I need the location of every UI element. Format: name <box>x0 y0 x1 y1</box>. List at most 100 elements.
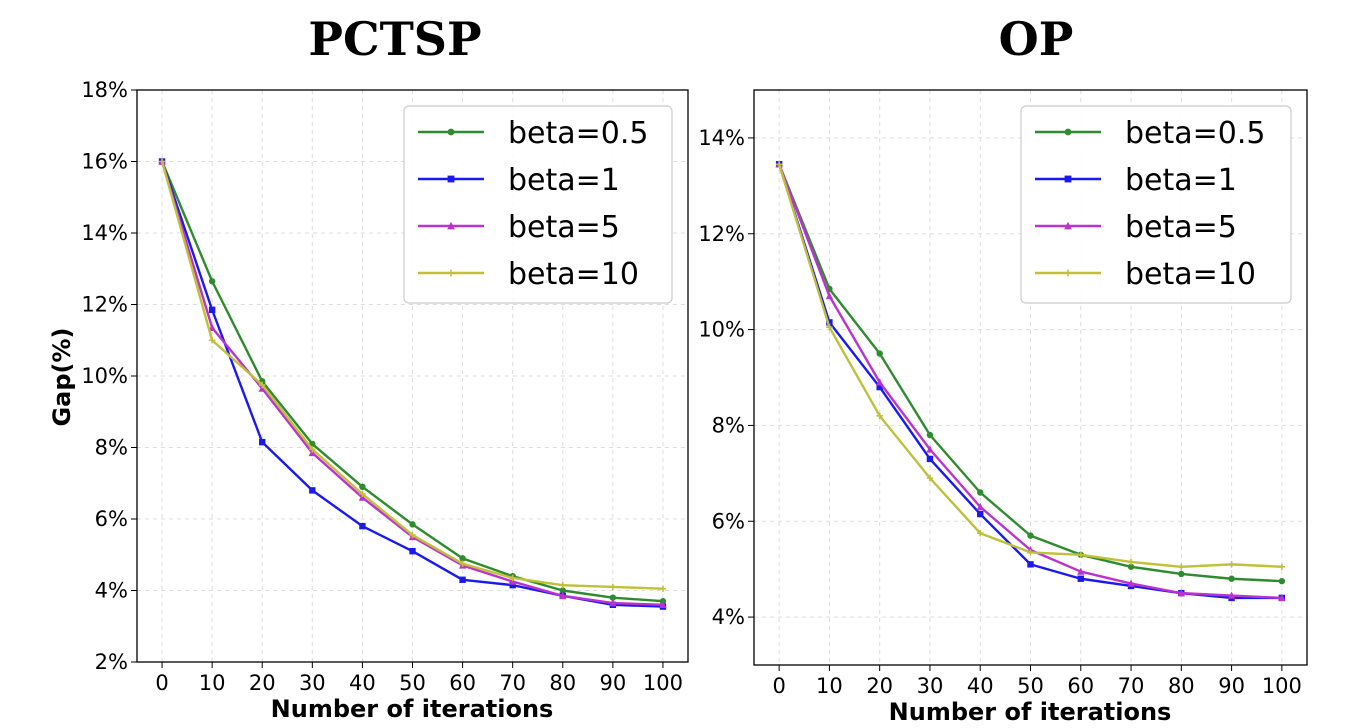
legend: beta=0.5 beta=1 beta=5 beta=10 <box>403 105 673 304</box>
data-point <box>826 319 833 326</box>
data-point <box>1227 591 1236 599</box>
legend-item: beta=10 <box>418 257 639 292</box>
data-point <box>1064 128 1072 136</box>
y-tick-label: 12% <box>81 293 128 317</box>
y-tick-label: 4% <box>712 605 745 629</box>
data-point <box>876 378 884 386</box>
data-point <box>1178 563 1185 570</box>
data-point <box>1228 561 1235 568</box>
x-tick-label: 0 <box>155 671 168 695</box>
legend-label: beta=1 <box>508 163 620 198</box>
x-axis-label: Number of iterations <box>271 695 554 723</box>
x-tick-label: 70 <box>499 671 526 695</box>
data-point <box>876 350 883 357</box>
legend-item: beta=10 <box>1035 257 1256 292</box>
data-point <box>1127 579 1135 587</box>
series-beta=10 <box>775 161 1286 570</box>
data-point <box>208 323 216 331</box>
y-tick-label: 10% <box>698 318 745 342</box>
data-point <box>1077 551 1084 558</box>
data-point <box>1077 575 1084 582</box>
y-tick-label: 16% <box>81 150 128 174</box>
data-point <box>609 594 617 601</box>
data-point <box>309 487 316 494</box>
legend-label: beta=10 <box>508 257 639 292</box>
legend-label: beta=5 <box>1125 210 1237 245</box>
x-tick-label: 50 <box>399 671 426 695</box>
data-point <box>359 522 366 530</box>
data-point <box>409 531 416 539</box>
data-point <box>609 599 617 607</box>
legend-item: beta=5 <box>1035 210 1237 245</box>
data-point <box>826 323 833 331</box>
data-point <box>926 445 934 453</box>
data-point <box>926 455 934 463</box>
chart-title: OP <box>999 12 1074 66</box>
x-tick-label: 40 <box>967 674 994 698</box>
data-point <box>359 490 366 498</box>
x-axis-label: Number of iterations <box>889 698 1172 726</box>
data-point <box>1127 558 1135 566</box>
chart-0: PCTSP 0 10 20 30 40 50 60 70 80 90 100 2% 4% 6% 8% 10% 12… <box>48 12 689 723</box>
y-tick-label: 10% <box>81 364 128 388</box>
y-tick-label: 8% <box>95 436 128 460</box>
legend-item: beta=0.5 <box>418 116 649 151</box>
data-point <box>447 128 455 136</box>
y-tick-label: 2% <box>95 650 128 674</box>
data-point <box>876 383 883 391</box>
x-tick-label: 100 <box>1262 674 1302 698</box>
y-tick-label: 8% <box>712 413 745 437</box>
x-tick-label: 30 <box>299 671 326 695</box>
y-axis-label: Gap(%) <box>48 327 76 426</box>
data-point <box>359 483 366 491</box>
data-point <box>1278 593 1286 602</box>
x-tick-label: 20 <box>866 674 893 698</box>
legend-label: beta=0.5 <box>508 116 649 151</box>
data-point <box>208 278 216 285</box>
chart-1: OP 0 10 20 30 40 50 60 70 80 90 100 4% 6% 8% 10% 12% 14% N… <box>698 12 1308 726</box>
data-point <box>1027 549 1034 556</box>
x-tick-label: 100 <box>643 671 683 695</box>
x-tick-label: 10 <box>816 674 843 698</box>
legend-label: beta=10 <box>1125 257 1256 292</box>
data-point <box>309 446 316 453</box>
data-point <box>208 337 216 344</box>
y-tick-label: 4% <box>95 579 128 603</box>
legend-box <box>1020 105 1292 304</box>
data-point <box>1027 532 1034 539</box>
x-tick-label: 40 <box>349 671 376 695</box>
data-point <box>459 560 466 567</box>
legend-item: beta=5 <box>418 210 620 245</box>
data-point <box>1178 570 1185 578</box>
y-tick-label: 14% <box>698 126 745 150</box>
data-point <box>509 574 516 582</box>
x-tick-label: 80 <box>549 671 576 695</box>
data-point <box>509 581 516 589</box>
data-point <box>559 591 567 600</box>
legend-box <box>403 105 673 304</box>
x-tick-label: 90 <box>1218 674 1245 698</box>
x-tick-label: 50 <box>1017 674 1044 698</box>
x-tick-label: 30 <box>917 674 944 698</box>
data-point <box>1064 175 1072 183</box>
legend-item: beta=0.5 <box>1035 116 1266 151</box>
x-tick-label: 60 <box>449 671 476 695</box>
data-point <box>926 431 934 439</box>
y-tick-label: 6% <box>712 509 745 533</box>
data-point <box>447 269 455 277</box>
series-beta=0.5 <box>775 161 1286 585</box>
data-point <box>876 412 883 420</box>
data-point <box>1027 561 1034 568</box>
data-point <box>1064 221 1072 230</box>
legend-item: beta=1 <box>418 163 620 198</box>
data-point <box>775 161 783 168</box>
y-tick-label: 18% <box>81 78 128 102</box>
legend-label: beta=0.5 <box>1125 116 1266 151</box>
data-point <box>447 175 455 183</box>
data-point <box>1278 577 1286 585</box>
legend-label: beta=1 <box>1125 163 1237 198</box>
data-point <box>259 438 266 446</box>
data-point <box>977 489 984 496</box>
data-point <box>409 547 416 555</box>
